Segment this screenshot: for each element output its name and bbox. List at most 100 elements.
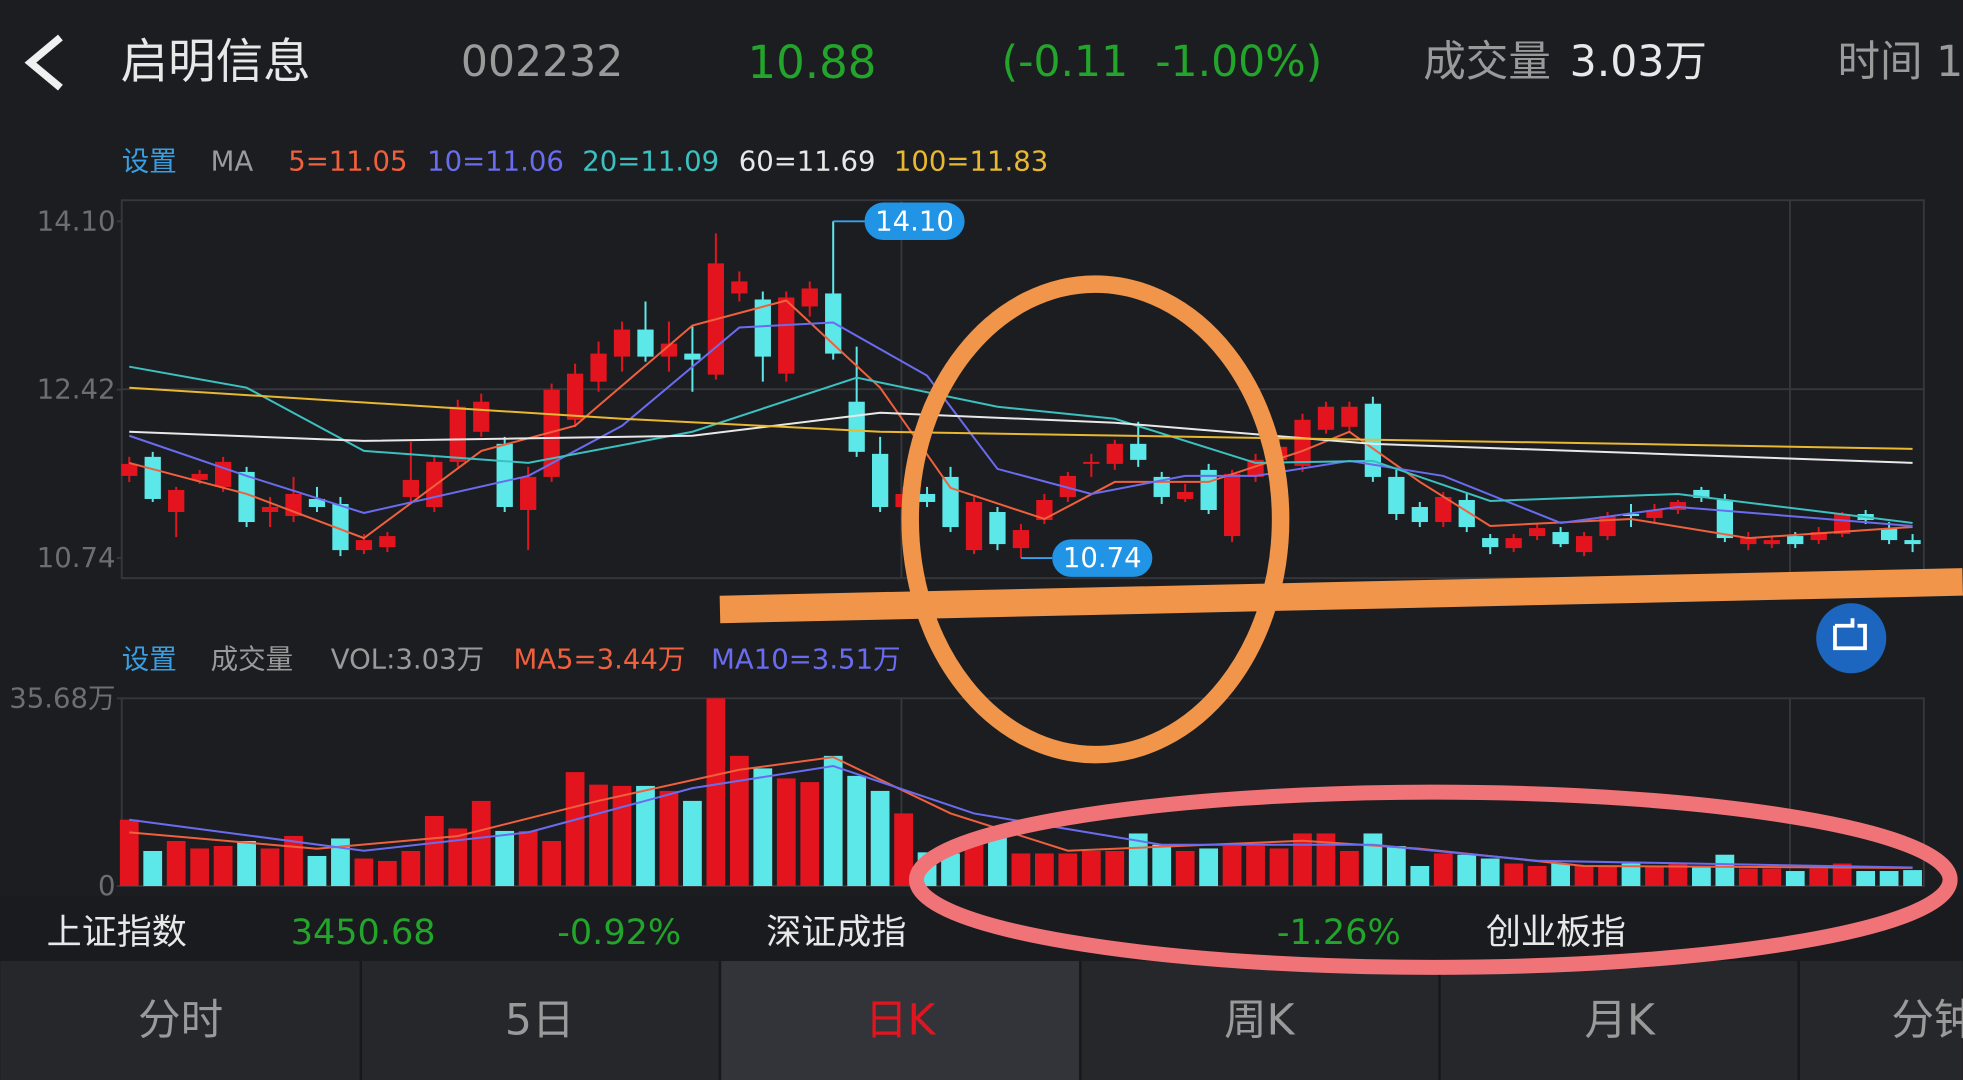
settings[interactable]: 设置 [122, 644, 177, 676]
volume-bar [331, 838, 350, 887]
volume-bar [1293, 833, 1312, 887]
candle-body [168, 489, 185, 513]
volume-bar [1433, 853, 1453, 887]
candle-body [1177, 491, 1194, 499]
index-change: -1.26% [1277, 912, 1401, 953]
back-button[interactable] [24, 34, 63, 91]
candle-body [965, 501, 983, 551]
volume-bar [1340, 850, 1359, 887]
candle-body [543, 389, 560, 477]
candle-body [121, 463, 138, 476]
volume-bar [1269, 848, 1289, 887]
volume-bar [729, 755, 749, 887]
tab[interactable]: 周K [1224, 997, 1296, 1046]
candle-body [449, 406, 466, 462]
tab[interactable]: 5日 [505, 997, 575, 1046]
y-tick-label: 0 [98, 870, 116, 902]
volume-bar [424, 815, 444, 887]
volume-bar [260, 848, 280, 887]
y-tick-label: 10.74 [37, 542, 116, 574]
candle-body [1740, 538, 1757, 545]
max-label: 14.10 [875, 205, 954, 237]
ma-line [129, 386, 1913, 450]
y-tick-label: 14.10 [37, 205, 116, 237]
volume-bar [377, 860, 397, 887]
price: 10.88 [747, 36, 876, 89]
tab-selected-bg [719, 961, 1081, 1080]
min-label: 10.74 [1063, 542, 1142, 574]
volume-bar [847, 775, 867, 887]
candle-body [1012, 530, 1030, 549]
candle-body [1529, 528, 1546, 537]
volume-bar [1621, 863, 1641, 887]
min-bubble [1052, 539, 1153, 577]
volume-bar [213, 845, 233, 887]
ma-line [128, 321, 1913, 527]
legend-item: VOL:3.03万 [331, 644, 484, 676]
tab[interactable]: 分钟 [1891, 997, 1963, 1046]
candle-body [379, 536, 396, 548]
volume-bar [1715, 854, 1735, 887]
candle-body [308, 498, 326, 507]
volume-bar [1480, 858, 1500, 887]
volume-bar [612, 785, 632, 887]
candle-body [1552, 532, 1569, 545]
ma-line [129, 411, 1913, 464]
volume-bar [1246, 845, 1265, 887]
candle-body [660, 343, 678, 357]
volume-bar [1856, 871, 1876, 887]
volume-bar [1598, 865, 1617, 887]
tab[interactable]: 日K [865, 997, 937, 1046]
candle-body [1458, 499, 1475, 528]
index-name: 创业板指 [1486, 912, 1626, 953]
tab[interactable]: 分时 [138, 997, 223, 1046]
candle-body [848, 401, 865, 452]
candle-body [402, 479, 419, 497]
header: 启明信息 002232 10.88 (-0.11 -1.00%) 成交量 3.0… [24, 34, 1963, 91]
volume-bar [1457, 854, 1477, 887]
candle-body [1130, 443, 1147, 460]
candle-body [590, 353, 607, 382]
settings[interactable]: 设置 [122, 145, 177, 177]
index-bar: 上证指数 3450.68 -0.92% 深证成指 -1.26% 创业板指 [47, 912, 1626, 953]
candle-body [1880, 528, 1898, 541]
candle-body [637, 329, 654, 357]
volume-bar [1832, 863, 1852, 887]
volume-bar [589, 784, 608, 887]
candle-body [1106, 443, 1123, 464]
candle-body [1083, 461, 1100, 464]
volume-bar [143, 850, 163, 887]
highlight-ellipse [908, 784, 1958, 975]
volume-bar [237, 840, 256, 887]
candle-body [989, 512, 1006, 545]
volume-bar [190, 848, 210, 887]
tabs: 分时 5日 日K 周K 月K 分钟 [0, 961, 1963, 1080]
candle-body [1810, 532, 1827, 541]
volume-bar [401, 850, 421, 887]
legend-item: 100=11.83 [894, 145, 1048, 177]
candle-body [1294, 419, 1311, 466]
volume-bar [471, 800, 491, 887]
volume-bar [753, 768, 773, 887]
candle-body [1646, 510, 1663, 519]
candle-body [871, 453, 889, 507]
fullscreen-button[interactable] [1816, 603, 1887, 674]
volume-bar [1574, 865, 1594, 887]
tab[interactable]: 月K [1585, 997, 1657, 1046]
volume-bar [988, 833, 1007, 887]
legend-item: MA5=3.44万 [513, 644, 685, 676]
ma-line [129, 299, 1913, 540]
candle-body [355, 540, 373, 551]
button-bg[interactable] [1816, 603, 1887, 674]
change: (-0.11 -1.00%) [1002, 38, 1323, 87]
highlight-circle [901, 275, 1290, 764]
candle-body [1575, 536, 1593, 553]
volume-bar [1105, 850, 1125, 887]
ma-legend: 设置 MA 5=11.05 10=11.06 20=11.09 60=11.69… [122, 145, 1049, 177]
candle-body [942, 476, 959, 528]
candle-body [1693, 489, 1710, 498]
volume-bar [1692, 865, 1711, 887]
candle-body [214, 461, 232, 487]
candle-body [731, 281, 748, 294]
